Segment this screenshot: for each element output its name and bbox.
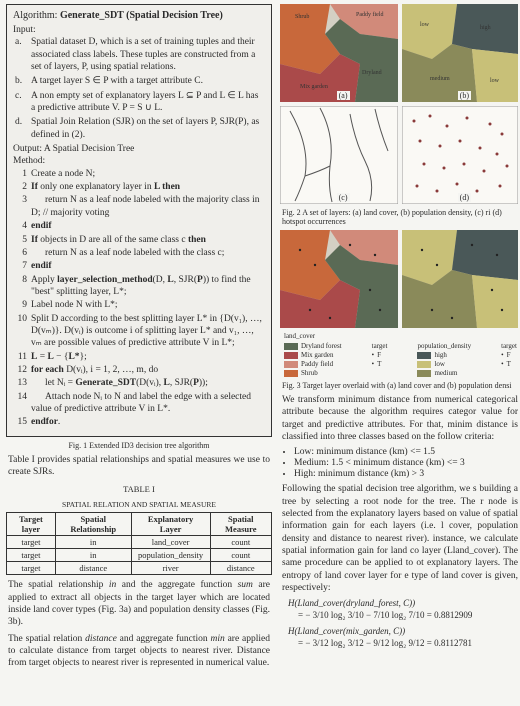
svg-text:low: low <box>490 78 500 84</box>
para-table-intro: Table I provides spatial relationships a… <box>8 454 270 479</box>
th-0: Target layer <box>7 513 56 536</box>
algo-title-prefix: Algorithm: <box>13 10 60 21</box>
leg-tgt: target <box>372 342 388 350</box>
step-1: Create a node N; <box>31 169 95 179</box>
leg-lc-0: Dryland forest <box>301 342 342 350</box>
svg-text:Mix garden: Mix garden <box>300 84 328 90</box>
legend-target-pd: target • F • T <box>501 342 517 377</box>
bullet-low: Low: minimum distance (km) <= 1.5 <box>294 447 520 457</box>
panel-c-label: (c) <box>337 193 350 202</box>
step-10: Split D according to the best splitting … <box>31 314 262 349</box>
pd-title: population_density <box>417 342 471 350</box>
leg-F: F <box>377 351 381 359</box>
input-c: A non empty set of explanatory layers L … <box>31 91 258 113</box>
right-para-1: We transform minimum distance from numer… <box>282 394 518 443</box>
panel-d-label: (d) <box>458 193 471 202</box>
formula-1: H(Lland_cover(dryland_forest, C)) <box>288 598 520 608</box>
formula-2: H(Lland_cover(mix_garden, C)) <box>288 626 520 636</box>
leg-pd-0: high <box>434 351 446 359</box>
algorithm-box: Algorithm: Generate_SDT (Spatial Decisio… <box>6 4 272 437</box>
table-spatial: Target layer Spatial Relationship Explan… <box>6 512 272 575</box>
popdensity-map: low high medium low <box>402 4 518 102</box>
fig2-panel-d: (d) <box>402 106 518 204</box>
step-6: return N as a leaf node labeled with the… <box>45 248 224 258</box>
th-3: Spatial Measure <box>210 513 271 536</box>
svg-text:Paddy field: Paddy field <box>356 11 384 18</box>
input-a: Spatial dataset D, which is a set of tra… <box>31 37 255 72</box>
legend-landcover: Dryland forest Mix garden Paddy field Sh… <box>284 342 342 377</box>
hotspot-map <box>402 106 518 204</box>
leg-T: T <box>377 360 381 368</box>
fig2-caption: Fig. 2 A set of layers: (a) land cover, … <box>282 208 520 226</box>
svg-text:high: high <box>480 25 491 31</box>
algo-title-bold: Generate_SDT (Spatial Decision Tree) <box>60 10 223 21</box>
left-column: Algorithm: Generate_SDT (Spatial Decisio… <box>0 0 278 706</box>
right-para-2: Following the spatial decision tree algo… <box>282 483 518 594</box>
formula-2b: = − 3/12 log₂ 3/12 − 9/12 log₂ 9/12 = 0.… <box>298 638 520 648</box>
leg-pd-1: low <box>434 360 445 368</box>
panel-b-label: (b) <box>458 91 471 100</box>
fig3-panel-b <box>402 230 518 328</box>
th-2: Explanatory Layer <box>131 513 210 536</box>
step-9: Label node N with L*; <box>31 300 118 310</box>
para-in-sum: The spatial relationship in and the aggr… <box>8 579 270 628</box>
formula-1b: = − 3/10 log₂ 3/10 − 7/10 log₂ 7/10 = 0.… <box>298 610 520 620</box>
fig2-row1: Shrub Paddy field Mix garden Dryland (a)… <box>280 4 520 102</box>
criteria-list: Low: minimum distance (km) <= 1.5 Medium… <box>294 447 520 479</box>
right-column: Shrub Paddy field Mix garden Dryland (a)… <box>278 0 520 706</box>
fig3-panel-a <box>280 230 398 328</box>
svg-text:low: low <box>420 22 430 28</box>
method-label: Method: <box>13 155 265 167</box>
fig2-row2: (c) (d) <box>280 106 520 204</box>
leg-pd-2: medium <box>434 369 457 377</box>
legend-row: Dryland forest Mix garden Paddy field Sh… <box>284 342 520 377</box>
fig2-panel-a: Shrub Paddy field Mix garden Dryland (a) <box>280 4 398 102</box>
leg-lc-1: Mix garden <box>301 351 333 359</box>
fig2-panel-c: (c) <box>280 106 398 204</box>
th-1: Spatial Relationship <box>55 513 131 536</box>
lc-title: land_cover <box>284 332 520 340</box>
input-label: Input: <box>13 24 265 36</box>
table1-title1: TABLE I <box>6 484 272 494</box>
algo-title: Algorithm: Generate_SDT (Spatial Decisio… <box>13 9 265 22</box>
bullet-med: Medium: 1.5 < minimum distance (km) <= 3 <box>294 458 520 468</box>
step-14: Attach node Nᵢ to N and label the edge w… <box>31 392 251 414</box>
svg-text:Dryland: Dryland <box>362 70 382 76</box>
svg-text:medium: medium <box>430 76 450 82</box>
legend-popdensity: population_density high low medium <box>417 342 471 377</box>
input-d: Spatial Join Relation (SJR) on the set o… <box>31 117 259 139</box>
legend-target-lc: target • F • T <box>372 342 388 377</box>
para-distance-min: The spatial relation distance and aggreg… <box>8 633 270 670</box>
method-steps: 1Create a node N; 2If only one explanato… <box>31 168 265 429</box>
fig2-panel-b: low high medium low (b) <box>402 4 518 102</box>
svg-text:Shrub: Shrub <box>295 14 309 20</box>
leg-lc-3: Shrub <box>301 369 318 377</box>
panel-a-label: (a) <box>337 91 350 100</box>
input-b: A target layer S ∈ P with a target attri… <box>31 76 203 86</box>
leg-lc-2: Paddy field <box>301 360 333 368</box>
fig3-row <box>280 230 520 328</box>
leg-F2: F <box>507 351 511 359</box>
landcover-map: Shrub Paddy field Mix garden Dryland <box>280 4 398 102</box>
river-map <box>280 106 398 204</box>
bullet-high: High: minimum distance (km) > 3 <box>294 469 520 479</box>
leg-tgt2: target <box>501 342 517 350</box>
fig3-caption: Fig. 3 Target layer overlaid with (a) la… <box>282 381 520 390</box>
input-list: a.Spatial dataset D, which is a set of t… <box>31 36 265 141</box>
output-label: Output: A Spatial Decision Tree <box>13 143 265 155</box>
table1-title2: SPATIAL RELATION AND SPATIAL MEASURE <box>6 500 272 509</box>
step-3: return N as a leaf node labeled with the… <box>31 195 259 217</box>
leg-T2: T <box>507 360 511 368</box>
fig1-caption: Fig. 1 Extended ID3 decision tree algori… <box>6 441 272 450</box>
